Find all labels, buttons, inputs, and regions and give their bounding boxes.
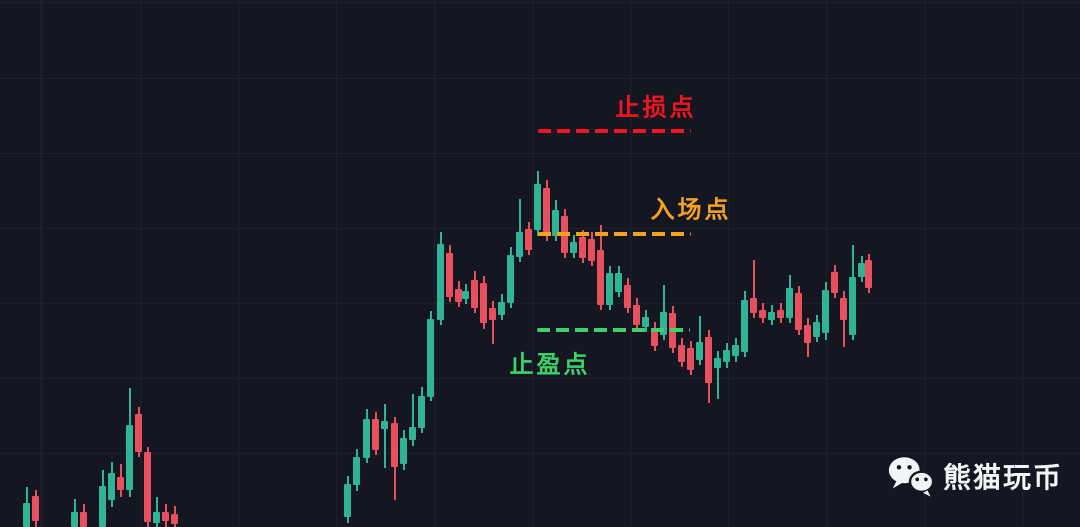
candle-wick bbox=[384, 404, 386, 468]
candle-body bbox=[400, 438, 407, 464]
candle-body bbox=[446, 253, 453, 297]
candle-wick bbox=[519, 199, 521, 262]
candle-body bbox=[162, 512, 169, 521]
candle-body bbox=[849, 277, 856, 335]
candle-body bbox=[822, 290, 829, 333]
candle-body bbox=[759, 310, 766, 318]
candle-wick bbox=[412, 394, 414, 446]
candle-body bbox=[552, 210, 559, 236]
candle-body bbox=[108, 473, 115, 500]
candle-wick bbox=[699, 316, 701, 365]
candle-body bbox=[741, 300, 748, 352]
candle-body bbox=[865, 260, 872, 288]
candle-body bbox=[353, 457, 360, 485]
candle-body bbox=[624, 285, 631, 308]
candle-body bbox=[80, 512, 87, 527]
candle-body bbox=[427, 319, 434, 397]
candle-body bbox=[32, 496, 39, 521]
candle-body bbox=[795, 293, 802, 330]
candle-body bbox=[117, 477, 124, 490]
candle-body bbox=[543, 188, 550, 235]
candle-body bbox=[498, 302, 505, 315]
candle-body bbox=[409, 427, 416, 440]
candle-body bbox=[480, 283, 487, 323]
candle-body bbox=[534, 184, 541, 230]
candle-body bbox=[391, 423, 398, 467]
candle-body bbox=[516, 232, 523, 257]
candle-body bbox=[71, 512, 78, 527]
candle-body bbox=[831, 272, 838, 293]
candle-body bbox=[660, 312, 667, 335]
candle-body bbox=[363, 419, 370, 458]
candle-body bbox=[525, 229, 532, 250]
candle-body bbox=[777, 310, 784, 318]
candle-body bbox=[489, 308, 496, 320]
candle-body bbox=[344, 484, 351, 517]
candle-body bbox=[135, 414, 142, 452]
candle-body bbox=[750, 298, 757, 313]
candle-body bbox=[669, 313, 676, 348]
brand-watermark: 熊猫玩币 bbox=[886, 453, 1063, 499]
candle-body bbox=[840, 298, 847, 320]
candle-body bbox=[126, 425, 133, 490]
candle-wick bbox=[492, 301, 494, 344]
candle-body bbox=[651, 330, 658, 346]
brand-name-text: 熊猫玩币 bbox=[943, 462, 1064, 493]
candle-body bbox=[813, 322, 820, 337]
candle-body bbox=[455, 289, 462, 302]
candle-body bbox=[786, 288, 793, 318]
candle-body bbox=[372, 419, 379, 450]
candle-wick bbox=[717, 351, 719, 399]
candle-body bbox=[615, 273, 622, 292]
candle-body bbox=[171, 514, 178, 524]
candle-body bbox=[462, 291, 469, 299]
candle-body bbox=[579, 237, 586, 258]
candle-body bbox=[606, 273, 613, 305]
candle-body bbox=[705, 337, 712, 383]
candle-body bbox=[633, 305, 640, 325]
candle-body bbox=[687, 348, 694, 370]
candle-body bbox=[507, 255, 514, 303]
candle-body bbox=[23, 503, 30, 527]
candle-body bbox=[471, 280, 478, 308]
candle-body bbox=[732, 345, 739, 356]
candle-body bbox=[381, 421, 388, 429]
candle-body bbox=[99, 486, 106, 527]
candle-body bbox=[858, 263, 865, 277]
candle-body bbox=[768, 312, 775, 320]
candle-body bbox=[642, 317, 649, 327]
candle-body bbox=[570, 242, 577, 253]
candle-body bbox=[714, 358, 721, 368]
candle-body bbox=[437, 244, 444, 320]
candle-body bbox=[588, 239, 595, 261]
candle-body bbox=[696, 342, 703, 360]
candle-body bbox=[597, 250, 604, 305]
wechat-icon bbox=[886, 453, 936, 499]
candle-body bbox=[153, 512, 160, 523]
candle-body bbox=[418, 396, 425, 428]
candle-body bbox=[804, 325, 811, 343]
candle-body bbox=[144, 452, 151, 522]
candle-body bbox=[723, 350, 730, 362]
candle-wick bbox=[753, 260, 755, 318]
candle-body bbox=[678, 345, 685, 362]
candle-body bbox=[561, 216, 568, 253]
